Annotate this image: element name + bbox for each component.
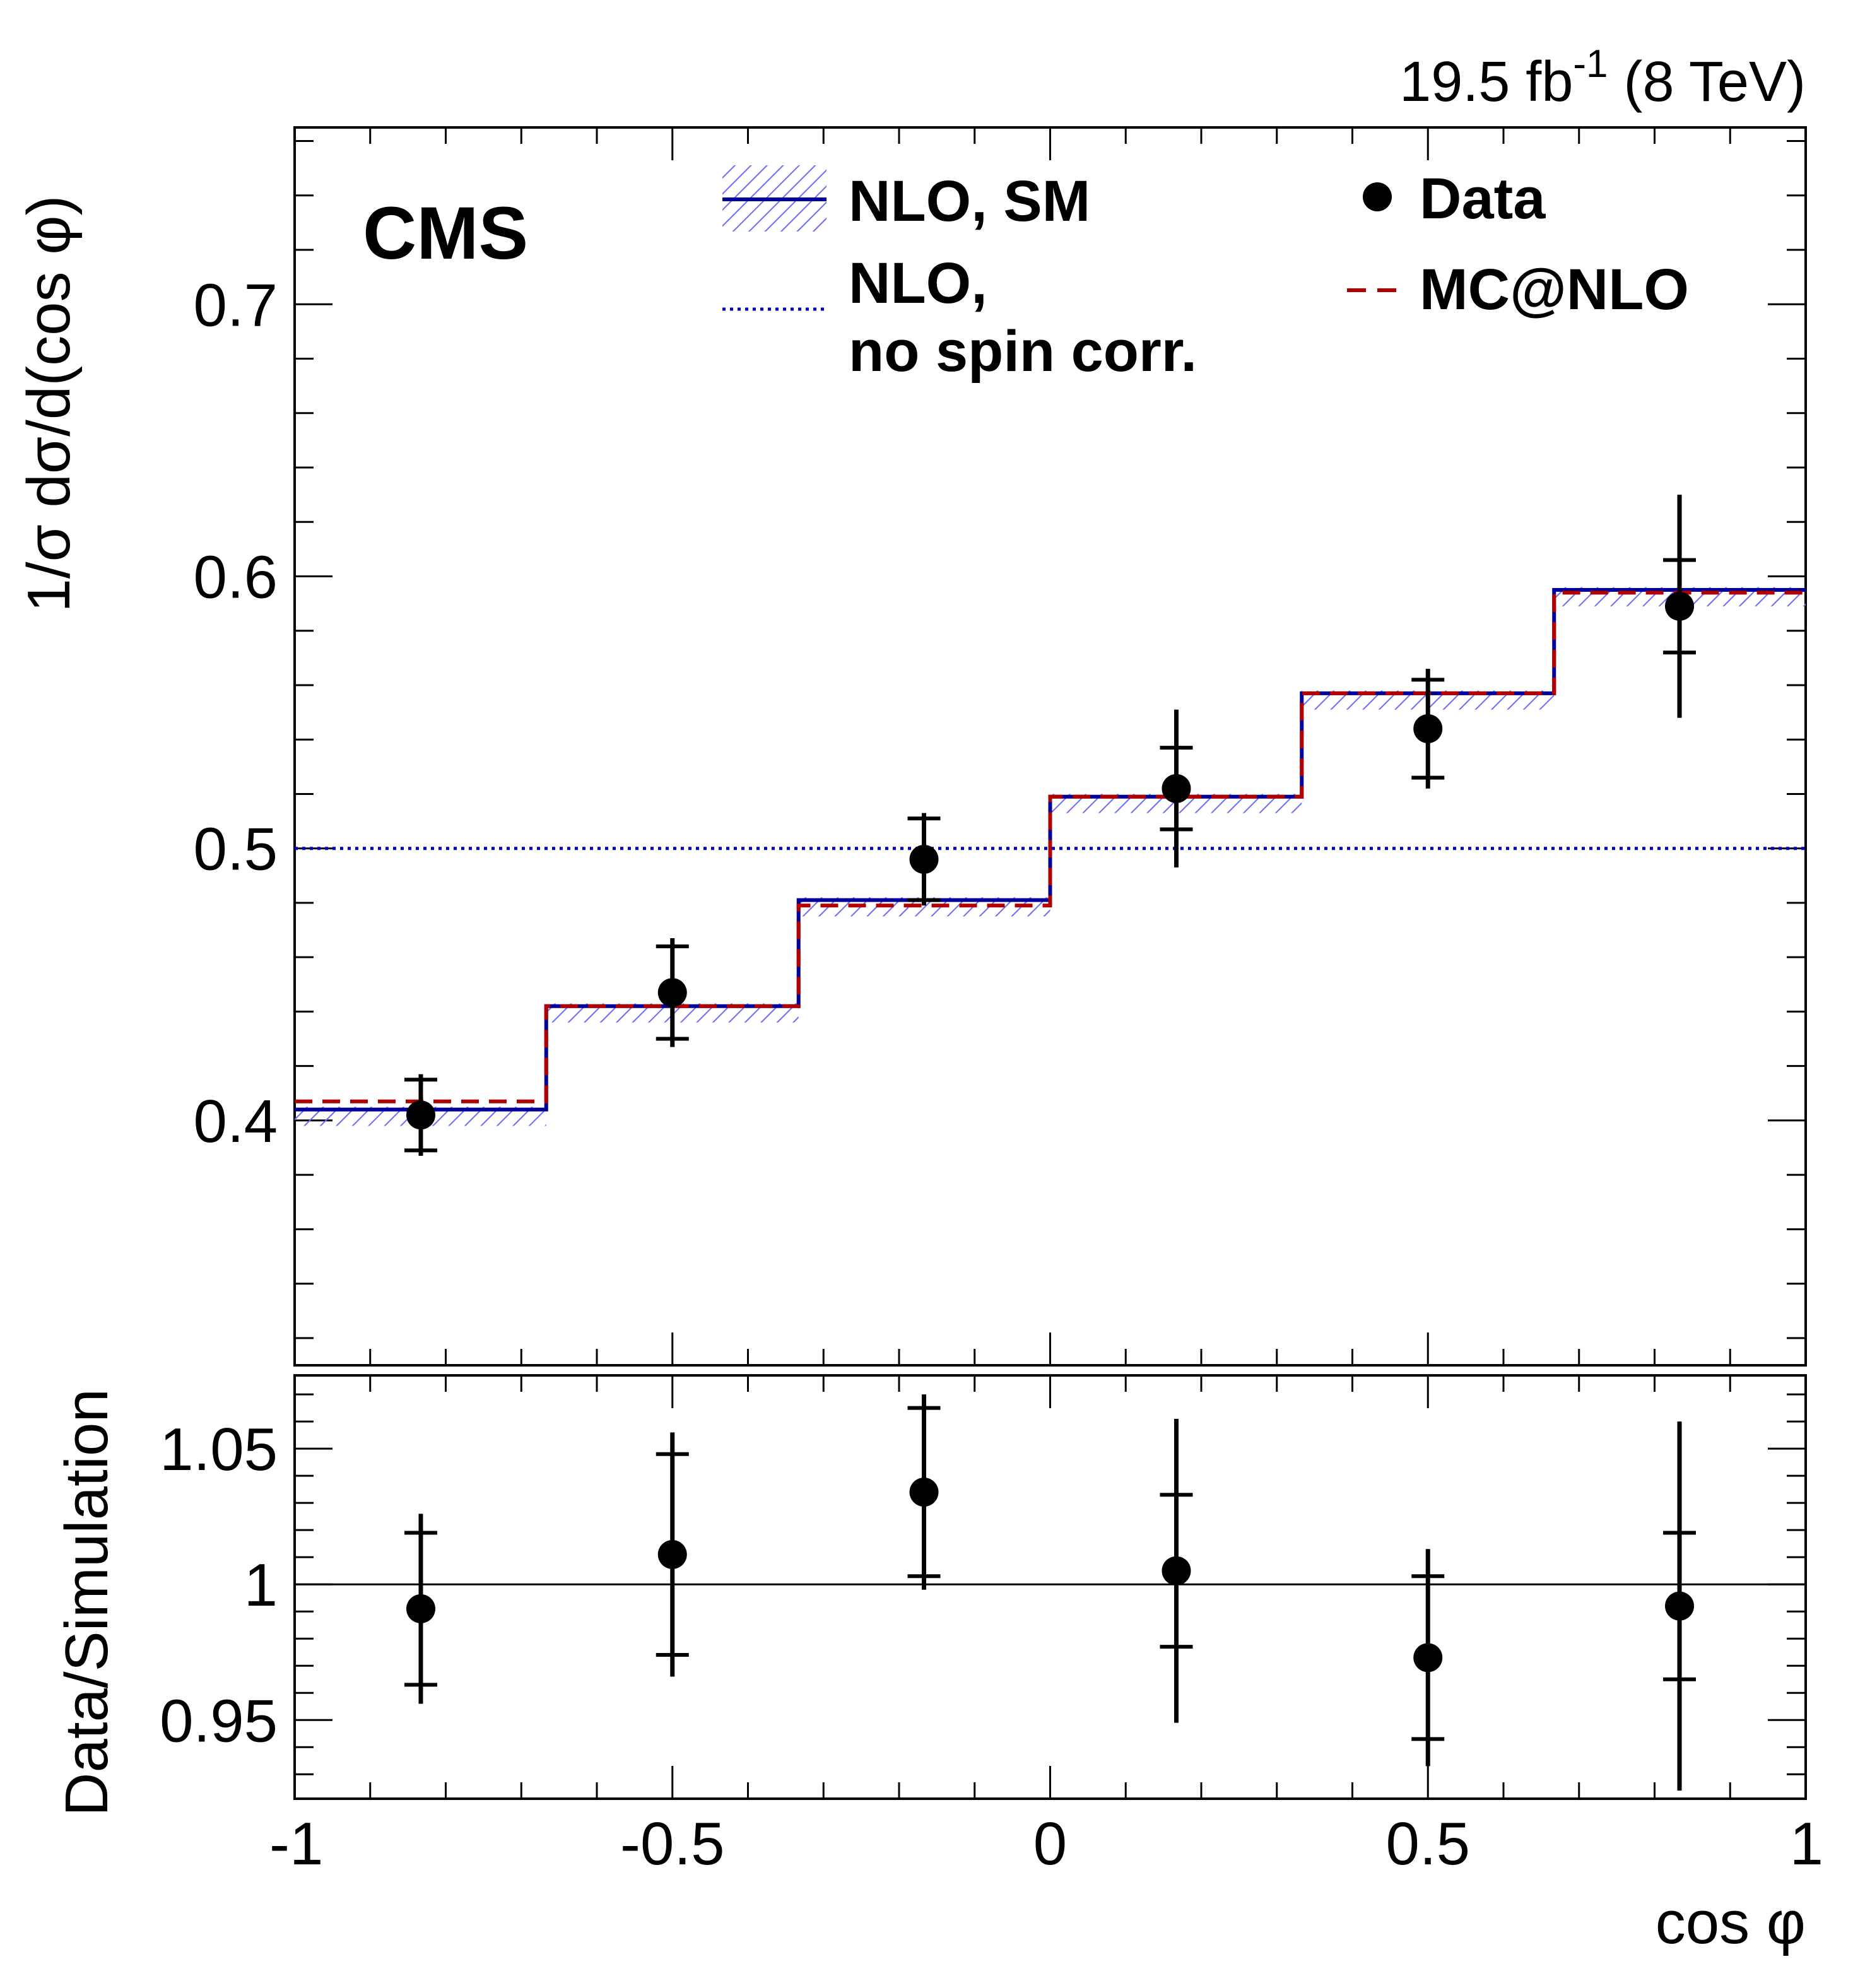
ratio-y-tick-label: 1 xyxy=(244,1551,278,1619)
legend-entry-nlo-sm: NLO, SM xyxy=(722,165,1090,233)
ratio-y-tick-label: 1.05 xyxy=(160,1416,278,1483)
ratio-y-tick-label: 0.95 xyxy=(160,1687,278,1755)
ratio-point xyxy=(406,1594,435,1623)
main-y-axis-label: 1/σ dσ/d(cos φ) xyxy=(15,196,83,613)
data-point xyxy=(1413,714,1443,743)
ratio-y-axis-label: Data/Simulation xyxy=(53,1389,121,1816)
legend-nlo-nospin-label-line2: no spin corr. xyxy=(849,319,1197,384)
data-point xyxy=(1665,591,1695,621)
legend-entry-data: Data xyxy=(1363,167,1546,231)
x-tick-label: 1 xyxy=(1790,1810,1823,1878)
y-tick-label: 0.6 xyxy=(194,543,278,611)
x-tick-label: 0 xyxy=(1033,1810,1067,1878)
data-point xyxy=(909,844,939,874)
y-tick-label: 0.4 xyxy=(194,1088,278,1155)
ratio-point xyxy=(1413,1643,1443,1673)
main-plot-area xyxy=(295,495,1806,1156)
ratio-plot-area xyxy=(295,1394,1806,1791)
ratio-tick-labels: 0.95 1 1.05 xyxy=(160,1416,278,1755)
x-axis-label: cos φ xyxy=(1656,1889,1806,1956)
x-tick-labels: -1 -0.5 0 0.5 1 xyxy=(269,1810,1823,1878)
legend-entry-mcatnlo: MC@NLO xyxy=(1347,257,1689,322)
main-tick-labels: 0.4 0.5 0.6 0.7 xyxy=(194,271,278,1155)
ratio-frame xyxy=(293,1374,1807,1800)
ratio-point xyxy=(657,1539,687,1569)
legend-data-marker xyxy=(1363,182,1392,211)
x-tick-label: -0.5 xyxy=(620,1810,724,1878)
ratio-point xyxy=(1665,1591,1695,1621)
main-panel: 0.4 0.5 0.6 0.7 1/σ dσ/d(cos φ) CMS xyxy=(15,126,1807,1367)
legend-nlo-nospin-label-line1: NLO, xyxy=(849,251,987,315)
legend-entry-nlo-nospin: NLO, no spin corr. xyxy=(722,251,1197,384)
ratio-point xyxy=(1162,1556,1191,1585)
data-point xyxy=(657,978,687,1008)
main-ticks xyxy=(293,127,1807,1365)
data-point xyxy=(406,1100,435,1130)
y-tick-label: 0.7 xyxy=(194,271,278,339)
legend-data-label: Data xyxy=(1420,167,1546,231)
ratio-point xyxy=(909,1477,939,1507)
ratio-panel: 0.95 1 1.05 Data/Simulation -1 -0.5 0 0.5 1 co… xyxy=(53,1374,1823,1956)
luminosity-label: 19.5 fb-1 (8 TeV) xyxy=(1399,42,1806,114)
y-tick-label: 0.5 xyxy=(194,816,278,883)
legend: NLO, SM NLO, no spin corr. Data MC@NLO xyxy=(722,165,1689,384)
legend-nlo-sm-label: NLO, SM xyxy=(849,169,1090,233)
legend-mcatnlo-label: MC@NLO xyxy=(1420,257,1689,322)
x-tick-label: 0.5 xyxy=(1386,1810,1470,1878)
ratio-ticks xyxy=(293,1375,1807,1799)
cms-label: CMS xyxy=(363,192,528,275)
data-point xyxy=(1162,773,1191,803)
mcatnlo-line xyxy=(295,591,1806,1103)
x-tick-label: -1 xyxy=(269,1810,323,1878)
